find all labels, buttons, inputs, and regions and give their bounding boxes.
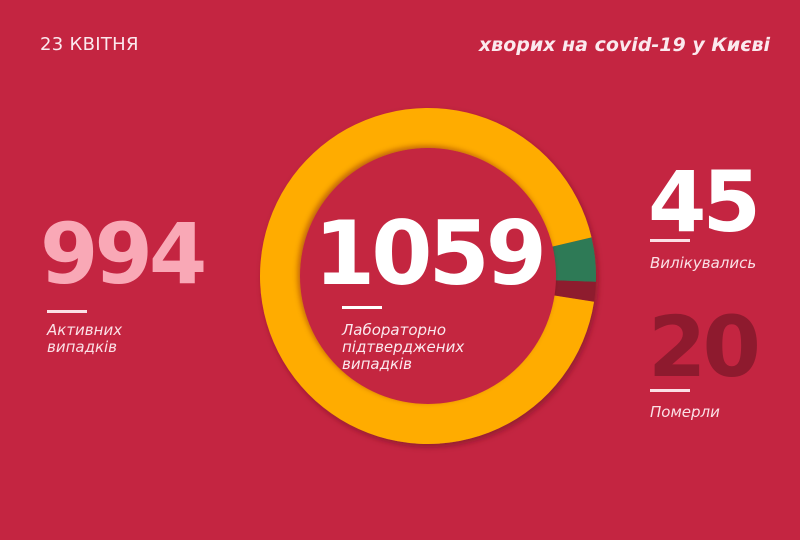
deaths-value: 20 (648, 298, 761, 396)
active-label-line-2: випадків (47, 338, 118, 356)
total-label-line-3: випадків (342, 355, 413, 373)
total-label-line-2: підтверджених (342, 338, 465, 356)
active-cases-value: 994 (40, 205, 207, 303)
active-divider (47, 310, 87, 313)
total-cases-value: 1059 (314, 202, 547, 305)
active-cases-label: Активних випадків (47, 322, 122, 356)
active-label-line-1: Активних (47, 321, 123, 339)
recovered-label: Вилікувались (650, 254, 757, 272)
deaths-label: Померли (650, 403, 720, 421)
recovered-value: 45 (648, 153, 761, 251)
segment-deaths (553, 280, 596, 302)
total-cases-label: Лабораторно підтверджених випадків (342, 322, 464, 373)
deaths-divider (650, 389, 690, 392)
total-divider (342, 306, 382, 309)
chart-title: хворих на covid-19 у Києві (478, 34, 770, 56)
donut-hole (300, 148, 556, 404)
total-label-line-1: Лабораторно (342, 321, 447, 339)
date-label: 23 КВІТНЯ (40, 34, 139, 55)
recovered-divider (650, 239, 690, 242)
segment-recovered (551, 237, 596, 282)
